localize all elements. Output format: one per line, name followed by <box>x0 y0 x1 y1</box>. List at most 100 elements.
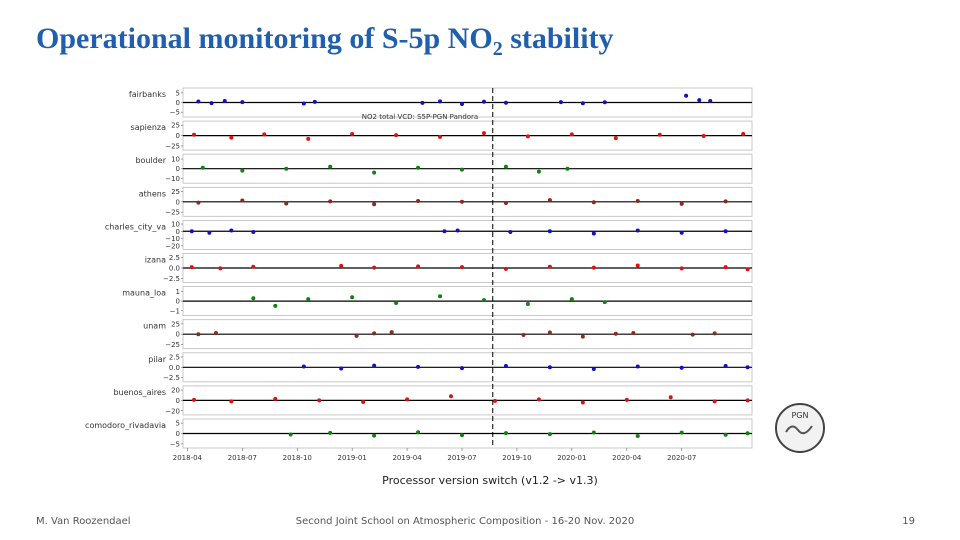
panel-frame <box>182 219 753 250</box>
data-point <box>602 100 607 105</box>
data-point <box>416 165 421 170</box>
x-tick-label: 2018-07 <box>228 454 257 462</box>
data-point <box>525 302 530 306</box>
data-point <box>372 363 377 368</box>
data-point <box>288 432 293 437</box>
data-point <box>317 398 322 403</box>
data-point <box>745 431 750 436</box>
data-point <box>745 398 750 403</box>
y-tick-label: 0 <box>176 331 180 339</box>
data-point <box>503 100 508 105</box>
data-point <box>251 264 256 269</box>
data-point <box>240 168 245 173</box>
y-tick-label: −25 <box>165 142 180 150</box>
data-point <box>657 132 662 137</box>
data-point <box>547 264 552 269</box>
data-point <box>503 266 508 271</box>
y-tick-label: −5 <box>170 109 180 117</box>
data-point <box>481 99 486 104</box>
data-point <box>635 228 640 233</box>
title-main: Operational monitoring of S-5p NO <box>36 22 493 55</box>
y-tick-label: 20 <box>171 387 180 395</box>
data-point <box>354 333 359 338</box>
y-tick-label: 5 <box>176 420 180 428</box>
x-tick-label: 2019-01 <box>338 454 367 462</box>
data-point <box>301 364 306 369</box>
y-tick-label: −2.5 <box>163 374 180 382</box>
data-point <box>547 365 552 370</box>
data-point <box>420 100 425 105</box>
y-tick-label: 2.5 <box>169 353 180 361</box>
logo-circle <box>775 403 825 453</box>
data-point <box>503 364 508 369</box>
data-point <box>416 430 421 435</box>
data-point <box>697 98 702 103</box>
station-name: comodoro_rivadavia <box>85 421 166 430</box>
logo: PGN <box>775 403 825 453</box>
footer-page: 19 <box>902 516 915 527</box>
data-point <box>339 263 344 268</box>
data-point <box>455 228 460 233</box>
data-point <box>492 398 497 403</box>
y-tick-label: 0 <box>176 132 180 140</box>
data-point <box>569 297 574 302</box>
data-point <box>196 200 201 205</box>
data-point <box>547 432 552 437</box>
slide-title: Operational monitoring of S-5p NO2 stabi… <box>36 22 614 60</box>
data-point <box>481 298 486 303</box>
data-point <box>273 303 278 308</box>
station-name: pilar <box>148 355 166 364</box>
data-point <box>613 331 618 336</box>
y-tick-label: 0.0 <box>169 364 180 372</box>
y-tick-label: 25 <box>171 188 180 196</box>
data-point <box>394 301 399 306</box>
data-point <box>591 200 596 205</box>
data-point <box>209 101 214 106</box>
data-point <box>361 399 366 404</box>
data-point <box>635 433 640 438</box>
y-tick-label: 0 <box>176 430 180 438</box>
data-point <box>565 166 570 171</box>
x-tick-label: 2019-07 <box>447 454 476 462</box>
station-name: unam <box>143 322 166 331</box>
data-point <box>328 164 333 169</box>
station-name: buenos_aires <box>113 388 166 397</box>
x-tick-label: 2020-01 <box>557 454 586 462</box>
data-point <box>602 300 607 305</box>
data-point <box>723 432 728 437</box>
data-point <box>350 131 355 136</box>
data-point <box>372 202 377 207</box>
data-point <box>240 198 245 203</box>
y-tick-label: 0 <box>176 397 180 405</box>
y-tick-label: 0.0 <box>169 265 180 273</box>
data-point <box>580 101 585 106</box>
data-point <box>684 93 689 98</box>
data-point <box>708 98 713 103</box>
data-point <box>591 366 596 371</box>
data-point <box>635 364 640 369</box>
y-tick-label: 0 <box>176 228 180 236</box>
data-point <box>405 397 410 402</box>
data-point <box>723 364 728 369</box>
data-point <box>200 165 205 170</box>
data-point <box>416 364 421 369</box>
data-point <box>635 198 640 203</box>
data-point <box>306 297 311 302</box>
y-tick-label: −10 <box>165 175 180 183</box>
data-point <box>679 230 684 235</box>
station-name: charles_city_va <box>105 222 166 231</box>
x-tick-label: 2020-04 <box>612 454 642 462</box>
data-point <box>196 99 201 104</box>
data-point <box>416 264 421 269</box>
data-point <box>339 366 344 371</box>
data-point <box>389 330 394 335</box>
footer-author: M. Van Roozendael <box>36 516 131 527</box>
data-point <box>525 134 530 139</box>
y-tick-label: 10 <box>171 221 180 229</box>
data-point <box>438 294 443 299</box>
data-point <box>591 430 596 435</box>
data-point <box>251 230 256 234</box>
data-point <box>591 231 596 236</box>
data-point <box>328 199 333 204</box>
y-tick-label: 5 <box>176 89 180 97</box>
